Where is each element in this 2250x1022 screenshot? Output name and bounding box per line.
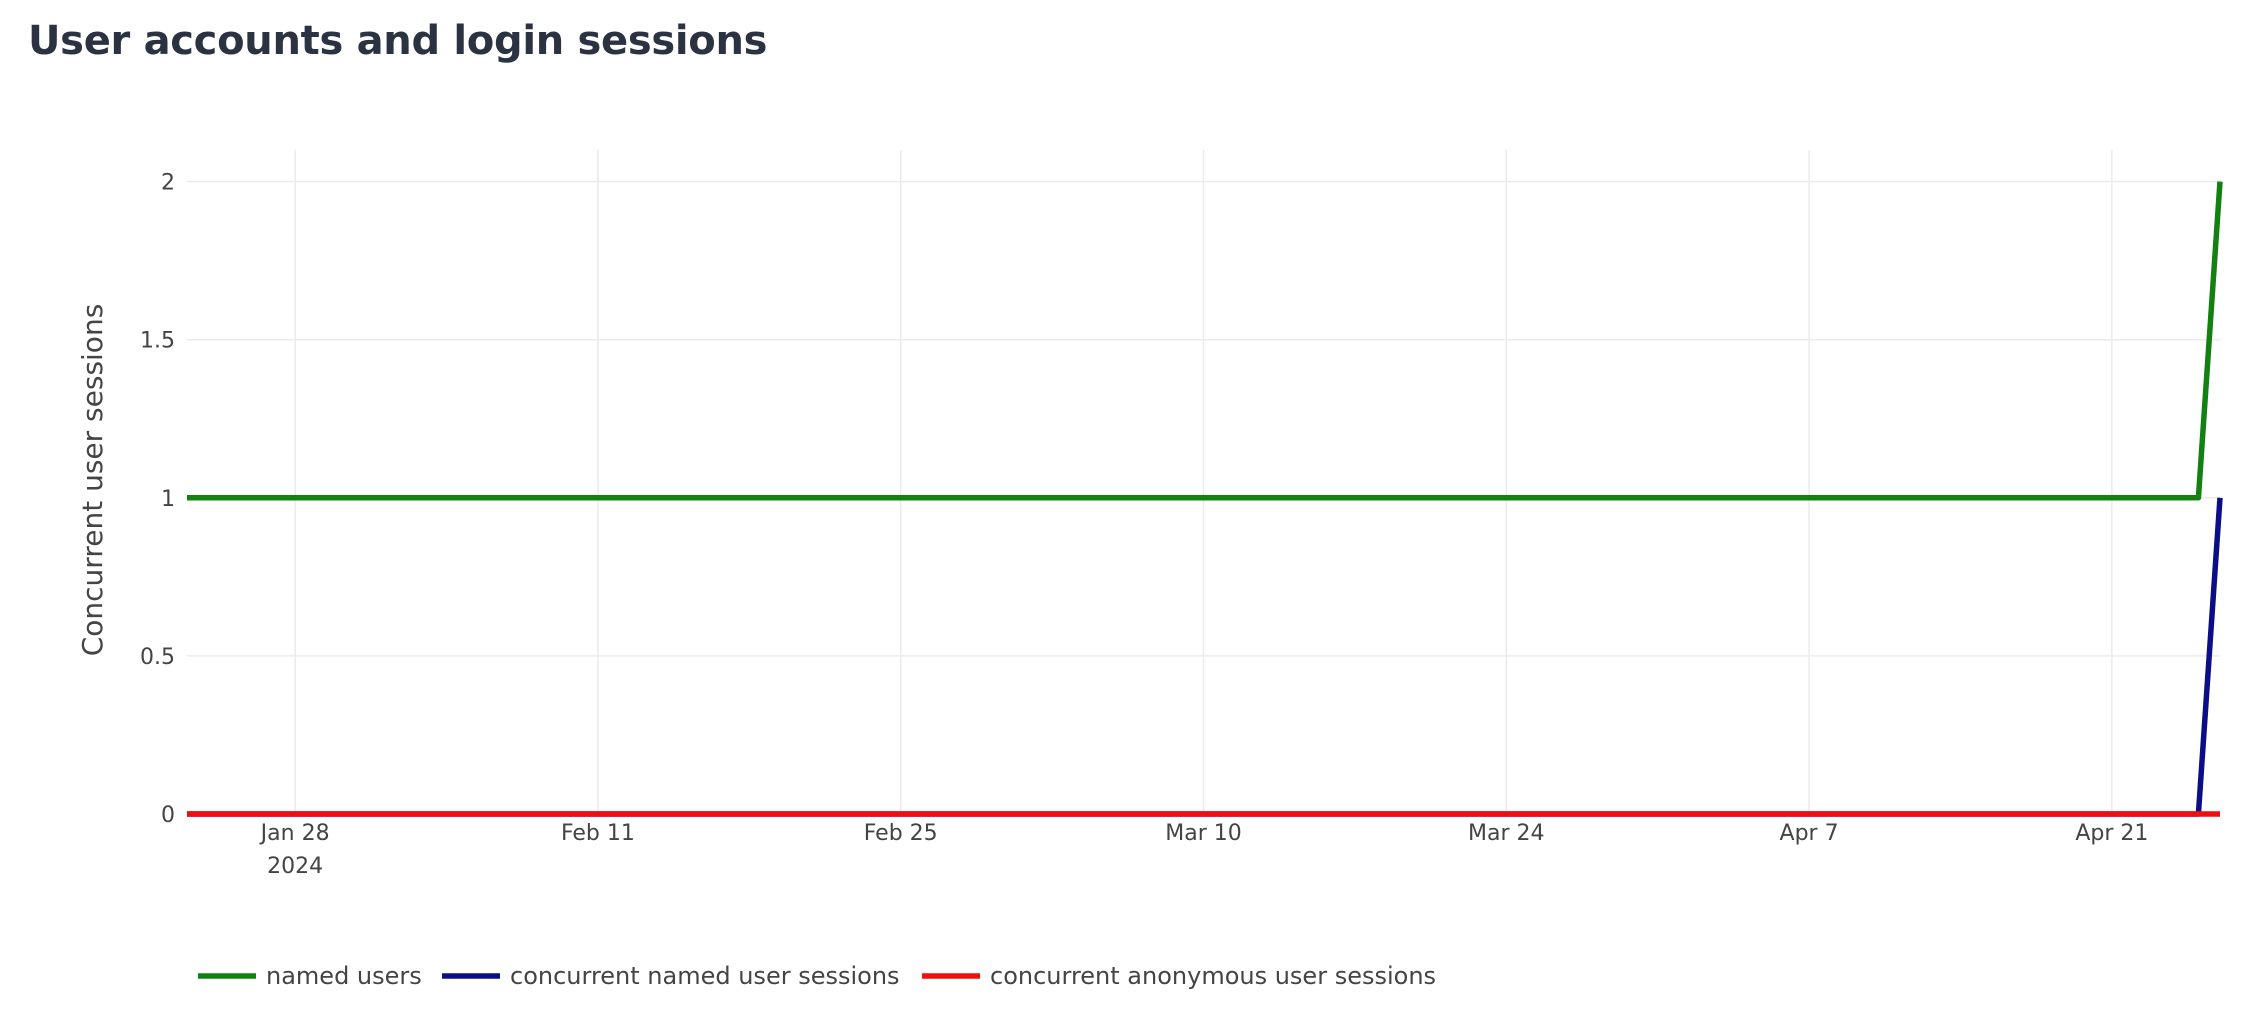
x-tick-sublabel: 2024 <box>267 854 323 879</box>
page-title: User accounts and login sessions <box>28 18 768 64</box>
legend-item-named-users[interactable]: named users <box>198 962 422 990</box>
series-line-named-users <box>187 181 2223 501</box>
y-axis: 0 0.5 1 1.5 2 <box>140 171 175 828</box>
x-tick-label: Mar 10 <box>1165 821 1242 846</box>
x-tick-label: Feb 11 <box>561 821 635 846</box>
grid-layer <box>187 150 2220 815</box>
y-tick-label: 2 <box>161 171 175 196</box>
y-tick-label: 1.5 <box>140 329 175 354</box>
y-tick-label: 0.5 <box>140 645 175 670</box>
x-tick-label: Apr 7 <box>1780 821 1839 846</box>
legend-label: named users <box>266 962 422 990</box>
x-tick-label: Apr 21 <box>2075 821 2148 846</box>
x-tick-label: Mar 24 <box>1468 821 1545 846</box>
legend-item-concurrent-named-user-sessions[interactable]: concurrent named user sessions <box>442 962 900 990</box>
y-axis-title: Concurrent user sessions <box>76 304 109 657</box>
legend-item-concurrent-anonymous-user-sessions[interactable]: concurrent anonymous user sessions <box>922 962 1436 990</box>
x-tick-label: Jan 28 <box>259 821 330 846</box>
y-tick-label: 0 <box>161 803 175 828</box>
y-tick-label: 1 <box>161 487 175 512</box>
legend-label: concurrent named user sessions <box>510 962 900 990</box>
x-tick-label: Feb 25 <box>864 821 938 846</box>
series-layer <box>187 181 2223 817</box>
legend: named users concurrent named user session… <box>198 962 1436 990</box>
legend-label: concurrent anonymous user sessions <box>990 962 1436 990</box>
x-axis: Jan 28 2024 Feb 11 Feb 25 Mar 10 Mar 24 Apr 7 A… <box>259 821 2149 879</box>
